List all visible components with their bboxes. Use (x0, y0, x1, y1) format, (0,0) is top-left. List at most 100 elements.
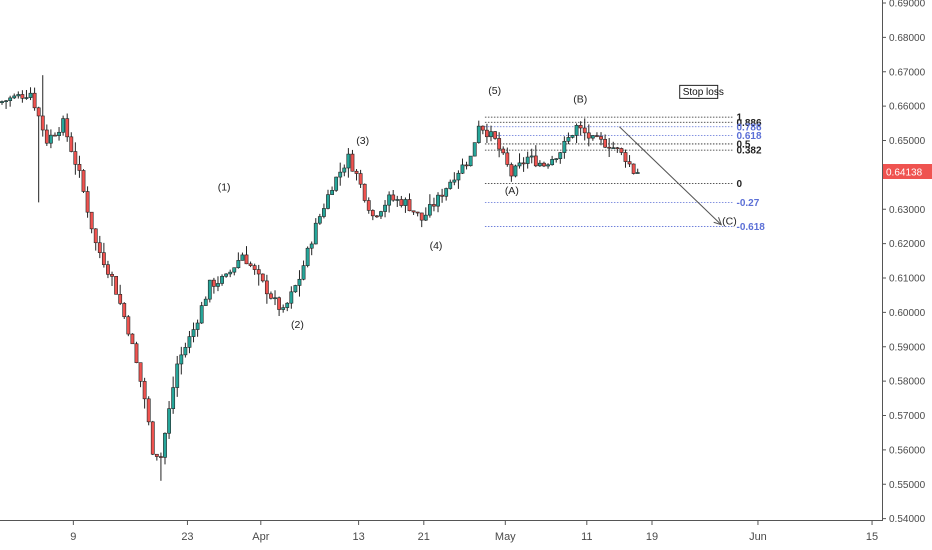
candle (97, 235, 102, 259)
candle (191, 322, 196, 343)
candle (574, 123, 579, 144)
candle (517, 153, 522, 169)
candle (269, 291, 273, 300)
x-tick-label: 21 (418, 531, 430, 543)
candle (277, 296, 282, 317)
candle (358, 169, 363, 188)
candle (525, 151, 530, 169)
candle (485, 123, 489, 143)
wave-label: (2) (291, 319, 304, 331)
annotations: Stop loss (619, 84, 724, 226)
y-tick-label: 0.65000 (889, 136, 926, 147)
fib-level-label: 0.382 (737, 146, 762, 157)
candle (69, 132, 74, 153)
candle (542, 161, 546, 168)
candle (505, 147, 510, 167)
wave-label: (5) (488, 85, 501, 97)
candle (171, 376, 176, 414)
candle (354, 169, 359, 181)
x-tick-label: May (495, 531, 516, 543)
candle (611, 141, 616, 149)
candle (260, 273, 265, 283)
candle (313, 218, 318, 245)
candle (379, 210, 383, 220)
candle (452, 172, 457, 186)
candle (570, 134, 575, 139)
y-tick-label: 0.66000 (889, 102, 926, 113)
candle (232, 267, 237, 276)
wave-label: (4) (430, 240, 443, 252)
candle (566, 132, 571, 145)
candle (537, 160, 542, 168)
candle (126, 315, 131, 337)
candle (521, 157, 526, 172)
fib-level-label: -0.618 (737, 222, 766, 233)
candle (8, 95, 13, 107)
candle (326, 189, 330, 210)
candle (322, 203, 326, 219)
candle (362, 183, 367, 203)
wave-label: (B) (573, 94, 587, 106)
x-tick-label: 13 (352, 531, 364, 543)
candle (252, 263, 257, 275)
candle (187, 330, 192, 354)
candle (595, 132, 599, 138)
y-tick-label: 0.59000 (889, 342, 926, 353)
candle (138, 362, 143, 388)
candle (32, 87, 37, 111)
candle (615, 146, 620, 153)
fib-level-label: 0.786 (737, 122, 762, 133)
y-tick-label: 0.67000 (889, 67, 926, 78)
candle (456, 170, 461, 189)
candle (550, 155, 555, 166)
elliott-wave-labels: (1) (2) (3) (4) (5) (A) (B) (C) (218, 85, 737, 331)
candle (635, 168, 640, 174)
candle (546, 163, 550, 169)
candle (411, 210, 416, 215)
y-tick-label: 0.61000 (889, 274, 926, 285)
x-tick-label: 15 (866, 531, 878, 543)
candle (53, 132, 57, 137)
candle (350, 149, 355, 172)
x-tick-label: 19 (646, 531, 658, 543)
candle (207, 279, 212, 303)
candle (106, 260, 110, 279)
candle (415, 211, 420, 217)
candle (493, 131, 497, 140)
candle (419, 212, 424, 228)
candle (395, 195, 400, 207)
candle (220, 274, 224, 286)
candle (586, 124, 591, 147)
candle (513, 164, 518, 178)
x-tick-label: 23 (181, 531, 193, 543)
stop-loss-box (679, 84, 719, 99)
candle (154, 453, 159, 461)
y-tick-label: 0.60000 (889, 308, 926, 319)
candle (89, 211, 94, 234)
candle (578, 121, 583, 136)
wave-label: (1) (218, 181, 231, 193)
candle (199, 301, 204, 324)
candle (342, 164, 347, 177)
candle (134, 341, 139, 364)
candle (167, 401, 171, 439)
candle (146, 396, 151, 426)
candle (0, 100, 4, 105)
x-tick-label: 11 (581, 531, 592, 543)
candle (472, 142, 477, 157)
candle (558, 151, 563, 164)
candle (509, 162, 514, 182)
candle (619, 147, 624, 156)
y-axis-ticks: 0.690000.680000.670000.660000.650000.640… (882, 0, 926, 525)
candle (334, 176, 339, 192)
stop-loss-label: Stop loss (683, 87, 724, 98)
x-tick-label: 9 (70, 531, 76, 543)
candle (114, 275, 119, 295)
candle (20, 90, 25, 103)
candle (497, 132, 502, 158)
candle (57, 127, 61, 141)
candle (501, 146, 506, 155)
candle (623, 149, 628, 168)
current-price-label: 0.64138 (886, 168, 923, 179)
